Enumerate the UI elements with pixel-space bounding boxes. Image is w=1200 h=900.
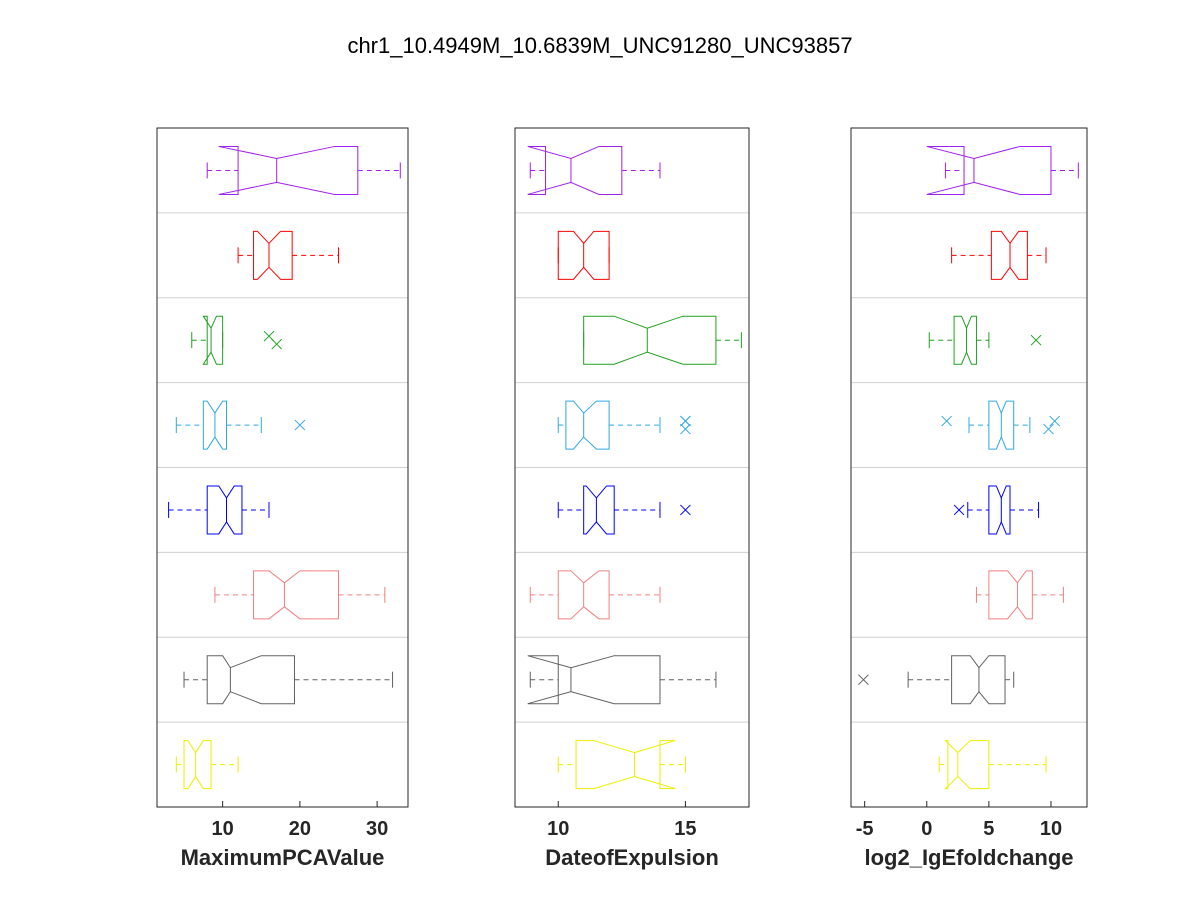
notched-box — [557, 230, 610, 280]
box-group-6 — [214, 570, 386, 620]
x-axis-label: DateofExpulsion — [545, 845, 719, 870]
notched-box — [557, 570, 610, 620]
axes-frame — [850, 127, 1088, 808]
x-tick-label: -5 — [856, 818, 874, 840]
notched-box — [183, 740, 212, 790]
box-group-5 — [168, 485, 270, 535]
box-group-6 — [529, 570, 661, 620]
x-tick-label: 15 — [674, 818, 696, 840]
box-group-3 — [928, 315, 1042, 365]
box-group-8 — [175, 740, 239, 790]
outlier-marker — [680, 415, 691, 427]
axes-frame — [514, 127, 750, 808]
x-tick-label: 20 — [289, 818, 311, 840]
box-group-7 — [183, 655, 394, 705]
notched-box — [575, 740, 676, 790]
x-axis-label: MaximumPCAValue — [181, 845, 385, 870]
outlier-marker — [294, 419, 306, 431]
notched-box — [202, 315, 224, 365]
notched-box — [583, 485, 615, 535]
x-tick-label: 5 — [983, 818, 994, 840]
notched-box — [583, 315, 717, 365]
outlier-marker — [953, 504, 965, 516]
x-tick-label: 10 — [1040, 818, 1062, 840]
panels: 10 20 30 MaximumPCAValue 10 15 DateofExpulsion… — [156, 127, 1088, 870]
box-group-2 — [951, 230, 1047, 280]
box-group-2 — [557, 230, 610, 280]
box-group-8 — [938, 740, 1047, 790]
box-group-5 — [953, 485, 1040, 535]
outlier-marker — [1043, 423, 1054, 435]
boxplot-panel-1: 10 20 30 MaximumPCAValue — [156, 127, 409, 870]
boxplot-panel-3: -5 0 5 10 log2_IgEfoldchange — [850, 127, 1088, 870]
x-tick-label: 10 — [212, 818, 234, 840]
box-group-4 — [941, 400, 1061, 450]
box-group-4 — [557, 400, 691, 450]
box-group-6 — [975, 570, 1064, 620]
boxplot-panel-2: 10 15 DateofExpulsion — [514, 127, 750, 870]
box-group-2 — [237, 230, 339, 280]
axes-frame — [156, 127, 409, 808]
x-tick-label: 10 — [547, 818, 569, 840]
figure-title: chr1_10.4949M_10.6839M_UNC91280_UNC93857 — [347, 33, 852, 58]
notched-box — [206, 655, 295, 705]
outlier-marker — [680, 423, 691, 435]
notched-box — [944, 740, 990, 790]
box-group-1 — [926, 145, 1079, 195]
notched-box — [527, 655, 661, 705]
notched-box — [926, 145, 1052, 195]
notched-box — [253, 230, 293, 280]
box-group-1 — [527, 145, 661, 195]
box-group-7 — [527, 655, 717, 705]
box-group-4 — [175, 400, 306, 450]
box-group-3 — [191, 315, 283, 365]
notched-box — [988, 485, 1011, 535]
outlier-marker — [680, 504, 691, 516]
notched-box — [527, 145, 623, 195]
notched-box — [988, 570, 1033, 620]
notched-box — [218, 145, 359, 195]
box-group-8 — [557, 740, 686, 790]
notched-box — [565, 400, 610, 450]
outlier-marker — [1049, 415, 1061, 427]
notched-box — [990, 230, 1028, 280]
box-group-1 — [206, 145, 401, 195]
x-tick-label: 0 — [921, 818, 932, 840]
notched-box — [202, 400, 228, 450]
outlier-marker — [1030, 334, 1042, 346]
notched-box — [253, 570, 339, 620]
outlier-marker — [941, 415, 952, 427]
outlier-marker — [858, 674, 869, 686]
x-tick-label: 30 — [366, 818, 388, 840]
notched-box — [206, 485, 243, 535]
notched-box — [951, 655, 1006, 705]
outlier-marker — [271, 338, 283, 350]
x-axis-label: log2_IgEfoldchange — [864, 845, 1073, 870]
notched-box — [953, 315, 977, 365]
box-group-5 — [557, 485, 691, 535]
box-group-7 — [858, 655, 1015, 705]
notched-box — [988, 400, 1015, 450]
box-group-3 — [583, 315, 742, 365]
